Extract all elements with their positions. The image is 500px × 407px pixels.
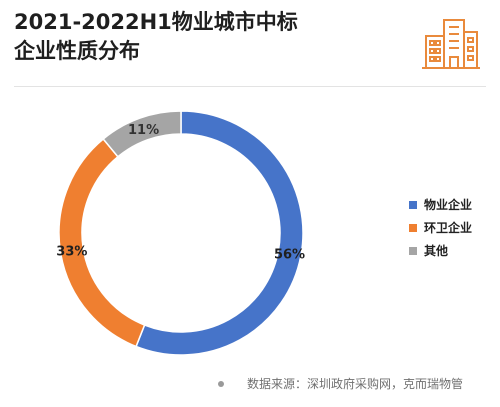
chart-title-line-2: 企业性质分布 [14, 39, 140, 63]
buildings-icon [422, 19, 480, 69]
slice-label-3: 11% [128, 123, 159, 138]
donut-slice-1 [135, 110, 304, 356]
legend-item-1: 物业企业 [409, 193, 472, 216]
legend: 物业企业环卫企业其他 [409, 193, 472, 262]
donut-slice-2 [58, 137, 146, 348]
source-footer: 数据来源：深圳政府采购网，克而瑞物管 [218, 375, 463, 392]
legend-swatch [409, 246, 417, 255]
donut-slice-3 [102, 110, 182, 158]
slice-label-2: 33% [56, 244, 87, 259]
legend-label: 环卫企业 [424, 221, 473, 235]
chart-title: 2021-2022H1物业城市中标 企业性质分布 [14, 8, 404, 66]
chart-title-line-1: 2021-2022H1物业城市中标 [14, 10, 298, 34]
donut-chart: 56% 33% 11% [56, 110, 305, 356]
legend-label: 其他 [424, 244, 449, 258]
slice-label-1: 56% [274, 248, 305, 263]
legend-swatch [409, 223, 417, 232]
legend-item-2: 环卫企业 [409, 216, 472, 239]
legend-item-3: 其他 [409, 239, 472, 262]
legend-label: 物业企业 [424, 198, 473, 212]
legend-swatch [409, 200, 417, 209]
source-text: 数据来源：深圳政府采购网，克而瑞物管 [247, 377, 464, 391]
header-divider [14, 86, 486, 87]
bullet-icon [218, 380, 224, 387]
